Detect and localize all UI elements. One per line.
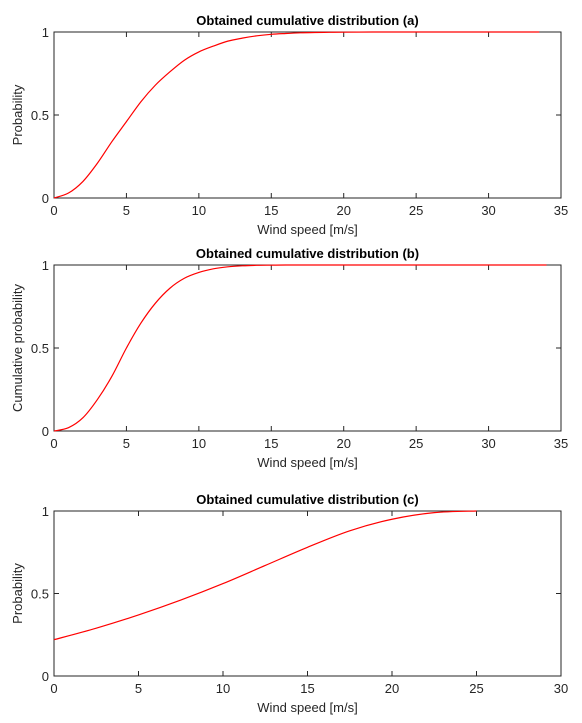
x-tick-label: 0 — [50, 681, 57, 696]
x-tick-label: 10 — [192, 203, 206, 218]
y-axis-label: Probability — [10, 563, 25, 624]
x-tick-label: 5 — [123, 203, 130, 218]
plot-frame — [53, 264, 562, 432]
x-tick-label: 20 — [385, 681, 399, 696]
x-tick-label: 30 — [481, 203, 495, 218]
x-tick-label: 5 — [135, 681, 142, 696]
chart-panel-a: Obtained cumulative distribution (a)0 5 10… — [10, 13, 568, 237]
y-tick-label: 0 — [42, 191, 49, 206]
x-axis-label: Wind speed [m/s] — [257, 222, 357, 237]
x-tick-label: 15 — [264, 436, 278, 451]
x-tick-label: 30 — [481, 436, 495, 451]
y-tick-label: 0.5 — [31, 341, 49, 356]
x-axis-label: Wind speed [m/s] — [257, 700, 357, 715]
x-tick-label: 25 — [469, 681, 483, 696]
cdf-curve-line — [53, 31, 540, 199]
x-tick-label: 15 — [300, 681, 314, 696]
chart-title: Obtained cumulative distribution (a) — [196, 13, 418, 28]
x-tick-label: 30 — [554, 681, 568, 696]
y-tick-label: 1 — [42, 504, 49, 519]
x-tick-label: 20 — [336, 203, 350, 218]
x-tick-label: 25 — [409, 203, 423, 218]
x-tick-label: 35 — [554, 436, 568, 451]
y-tick-label: 0 — [42, 424, 49, 439]
chart-title: Obtained cumulative distribution (b) — [196, 246, 419, 261]
chart-title: Obtained cumulative distribution (c) — [196, 492, 418, 507]
x-tick-label: 35 — [554, 203, 568, 218]
chart-panel-c: Obtained cumulative distribution (c)0 5 10… — [10, 492, 568, 715]
x-tick-label: 10 — [192, 436, 206, 451]
cdf-curve-line — [53, 510, 477, 641]
y-axis-label: Cumulative probability — [10, 284, 25, 412]
x-tick-label: 15 — [264, 203, 278, 218]
chart-panel-b: Obtained cumulative distribution (b)0 5 10… — [10, 246, 568, 470]
y-axis-label: Probability — [10, 84, 25, 145]
x-tick-label: 20 — [336, 436, 350, 451]
y-tick-label: 0.5 — [31, 587, 49, 602]
cdf-curve-line — [53, 264, 547, 432]
y-tick-label: 1 — [42, 25, 49, 40]
y-tick-label: 0.5 — [31, 108, 49, 123]
plot-frame — [53, 510, 562, 677]
x-tick-label: 5 — [123, 436, 130, 451]
x-axis-label: Wind speed [m/s] — [257, 455, 357, 470]
y-tick-label: 0 — [42, 669, 49, 684]
x-tick-label: 0 — [50, 436, 57, 451]
x-tick-label: 0 — [50, 203, 57, 218]
x-tick-label: 10 — [216, 681, 230, 696]
y-tick-label: 1 — [42, 258, 49, 273]
x-tick-label: 25 — [409, 436, 423, 451]
plot-frame — [53, 31, 562, 199]
